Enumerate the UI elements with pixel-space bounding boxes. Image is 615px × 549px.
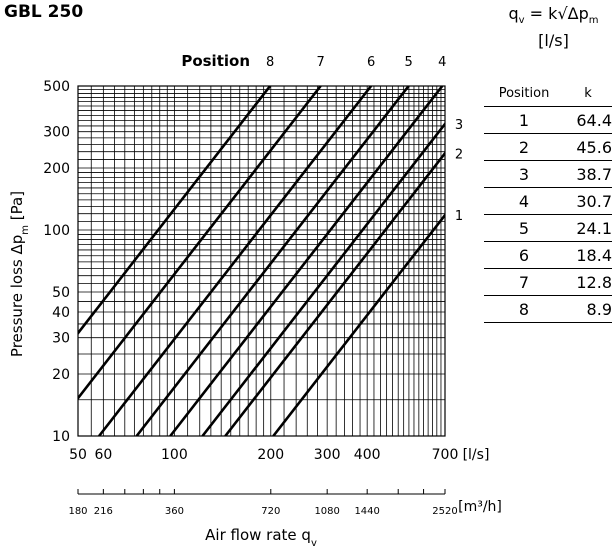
k-table-k-cell: 12.8 <box>564 268 612 296</box>
secondary-x-tick-label: 2520 <box>432 506 457 517</box>
x-tick-label: 400 <box>354 447 381 463</box>
y-tick-label: 200 <box>43 161 70 177</box>
k-table-k-cell: 64.4 <box>564 106 612 134</box>
series-line-position-7 <box>78 86 322 401</box>
series-line-position-2 <box>224 151 445 436</box>
secondary-x-tick-label: 1440 <box>354 506 379 517</box>
y-tick-label: 300 <box>43 125 70 141</box>
y-tick-label: 40 <box>52 305 70 321</box>
y-tick-label: 50 <box>52 285 70 301</box>
x-axis-title: Air flow rate qv <box>205 526 317 549</box>
x-unit-label: [l/s] <box>463 447 490 463</box>
secondary-x-tick-label: 360 <box>165 506 184 517</box>
x-tick-label: 300 <box>314 447 341 463</box>
secondary-x-tick-label: 720 <box>261 506 280 517</box>
k-table-row: 7 12.8 <box>484 268 612 296</box>
series-label-position-5: 5 <box>404 55 412 70</box>
k-table-row: 1 64.4 <box>484 106 612 134</box>
k-table-k-cell: 24.1 <box>564 214 612 242</box>
k-table-position-cell: 8 <box>484 295 564 323</box>
secondary-x-tick-label: 216 <box>94 506 113 517</box>
y-axis-title: Pressure loss Δpm [Pa] <box>8 191 31 357</box>
k-table: Position k 1 64.4 2 45.6 3 38.7 4 30.7 5 24.1 6 18.… <box>484 80 612 323</box>
k-table-position-cell: 4 <box>484 187 564 215</box>
k-table-position-cell: 2 <box>484 133 564 161</box>
k-table-row: 6 18.4 <box>484 241 612 269</box>
k-table-k-cell: 8.9 <box>564 295 612 323</box>
y-tick-label: 30 <box>52 331 70 347</box>
series-label-position-7: 7 <box>316 55 324 70</box>
k-table-k-cell: 45.6 <box>564 133 612 161</box>
y-axis-title-unit: [Pa] <box>8 191 26 225</box>
x-axis-title-sub: v <box>311 538 317 549</box>
k-table-row: 8 8.9 <box>484 295 612 323</box>
x-tick-label: 60 <box>94 447 112 463</box>
k-table-row: 4 30.7 <box>484 187 612 215</box>
secondary-x-tick-label: 1080 <box>314 506 339 517</box>
y-tick-label: 100 <box>43 223 70 239</box>
k-table-header: Position k <box>484 80 612 107</box>
k-table-row: 3 38.7 <box>484 160 612 188</box>
series-header-label: Position <box>181 52 250 70</box>
chart-title: GBL 250 <box>4 2 84 22</box>
k-table-position-cell: 6 <box>484 241 564 269</box>
series-label-position-6: 6 <box>367 55 375 70</box>
x-tick-label: 700 <box>432 447 459 463</box>
formula-sub-v: v <box>518 15 525 27</box>
y-tick-label: 20 <box>52 367 70 383</box>
k-table-position-cell: 7 <box>484 268 564 296</box>
plot-frame <box>77 85 446 437</box>
series-label-position-3: 3 <box>455 118 463 133</box>
formula-sub-m: m <box>588 15 599 27</box>
x-tick-label: 50 <box>69 447 87 463</box>
x-tick-label: 100 <box>161 447 188 463</box>
series-label-position-1: 1 <box>455 209 463 224</box>
k-table-k-cell: 38.7 <box>564 160 612 188</box>
y-axis-title-sub: m <box>20 225 31 235</box>
secondary-x-tick-label: 180 <box>68 506 87 517</box>
k-table-position-cell: 5 <box>484 214 564 242</box>
k-table-col-position: Position <box>484 80 564 107</box>
series-line-position-8 <box>78 86 272 336</box>
y-axis-title-main: Pressure loss Δp <box>8 235 26 357</box>
k-table-position-cell: 3 <box>484 160 564 188</box>
k-table-k-cell: 30.7 <box>564 187 612 215</box>
x-axis-title-main: Air flow rate q <box>205 526 311 544</box>
series-line-position-4 <box>169 86 444 436</box>
secondary-x-unit-label: [m³/h] <box>458 499 502 515</box>
series-line-position-3 <box>201 121 445 436</box>
k-table-body: 1 64.4 2 45.6 3 38.7 4 30.7 5 24.1 6 18.4 7 12.8 8 8.9 <box>484 106 612 323</box>
series-line-position-5 <box>135 86 410 436</box>
k-table-position-cell: 1 <box>484 106 564 134</box>
series-line-position-1 <box>272 212 445 436</box>
series-label-position-2: 2 <box>455 147 463 162</box>
k-table-row: 2 45.6 <box>484 133 612 161</box>
formula: qv = k√Δpm [l/s] <box>492 4 615 51</box>
series-label-position-4: 4 <box>438 55 446 70</box>
k-table-k-cell: 18.4 <box>564 241 612 269</box>
formula-q: q <box>508 4 519 23</box>
k-table-row: 5 24.1 <box>484 214 612 242</box>
y-tick-label: 500 <box>43 79 70 95</box>
formula-unit: [l/s] <box>538 31 569 51</box>
y-tick-label: 10 <box>52 429 70 445</box>
series-label-position-8: 8 <box>266 55 274 70</box>
series-line-position-6 <box>98 86 373 436</box>
x-tick-label: 200 <box>257 447 284 463</box>
k-table-col-k: k <box>564 80 612 107</box>
formula-mid: = k√Δp <box>524 4 589 23</box>
